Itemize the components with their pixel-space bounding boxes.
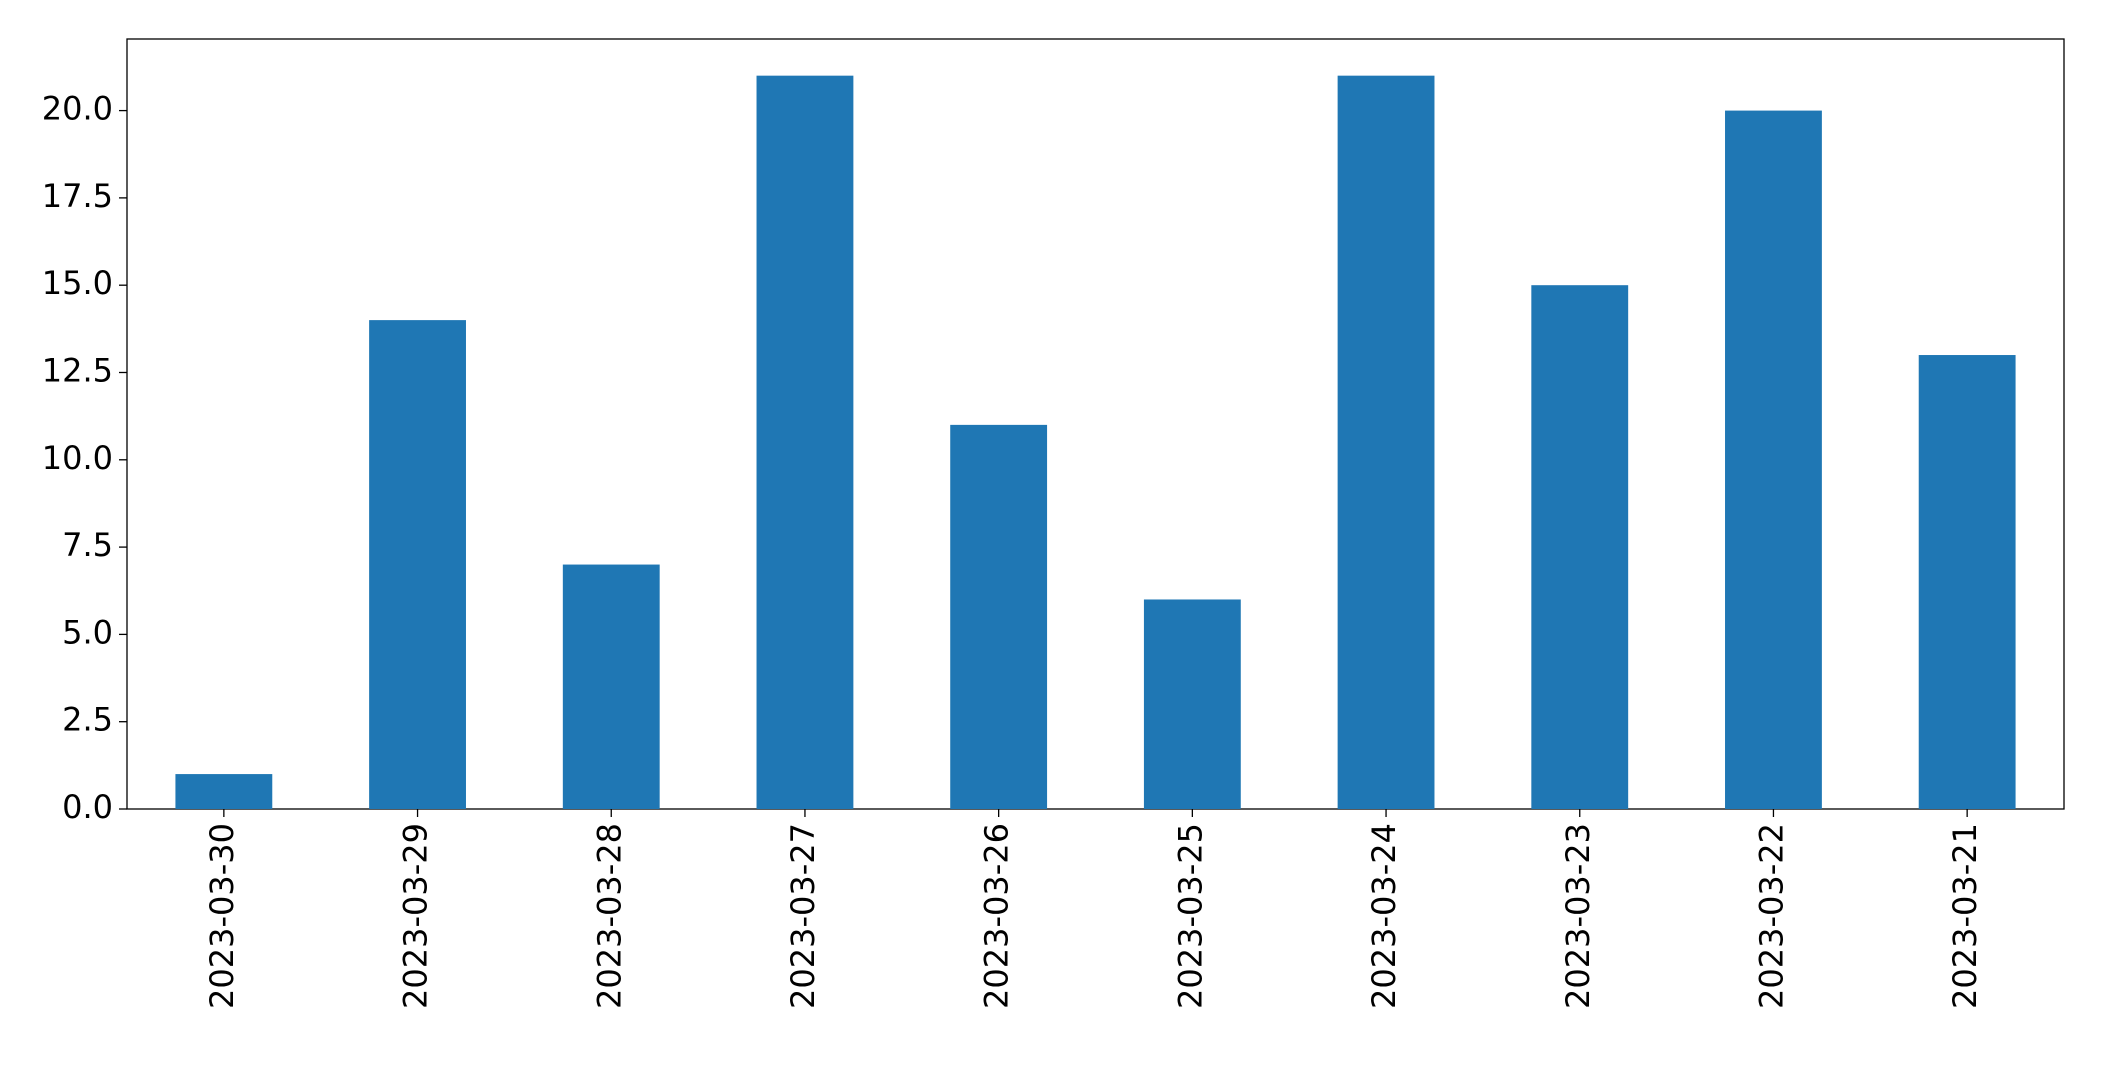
bar <box>1918 355 2016 809</box>
y-tick-label: 5.0 <box>62 613 113 651</box>
y-tick-label: 2.5 <box>62 701 113 739</box>
bar <box>1531 285 1629 809</box>
y-tick-label: 20.0 <box>42 90 113 128</box>
bar <box>1143 599 1241 809</box>
x-tick-label: 2023-03-24 <box>1365 823 1403 1009</box>
bar <box>756 75 854 809</box>
y-tick-label: 7.5 <box>62 526 113 564</box>
x-tick-label: 2023-03-28 <box>590 823 628 1009</box>
x-tick-label: 2023-03-25 <box>1171 823 1209 1009</box>
bar <box>1725 110 1822 810</box>
bar <box>175 774 273 809</box>
bar <box>950 424 1048 809</box>
x-tick-label: 2023-03-23 <box>1559 823 1597 1009</box>
y-tick-label: 15.0 <box>42 264 113 302</box>
x-tick-label: 2023-03-30 <box>203 823 241 1009</box>
x-tick-label: 2023-03-26 <box>978 823 1016 1009</box>
bar <box>562 564 660 809</box>
y-tick-label: 10.0 <box>42 439 113 477</box>
x-tick-label: 2023-03-27 <box>784 823 822 1009</box>
plot-frame <box>126 38 2065 810</box>
x-tick-label: 2023-03-22 <box>1752 823 1790 1009</box>
y-tick-label: 0.0 <box>62 788 113 826</box>
x-tick-label: 2023-03-21 <box>1946 823 1984 1009</box>
y-tick-label: 12.5 <box>42 351 113 389</box>
bar <box>1337 75 1435 809</box>
y-tick-label: 17.5 <box>42 177 113 215</box>
x-tick-label: 2023-03-29 <box>397 823 435 1009</box>
bar <box>369 320 466 809</box>
